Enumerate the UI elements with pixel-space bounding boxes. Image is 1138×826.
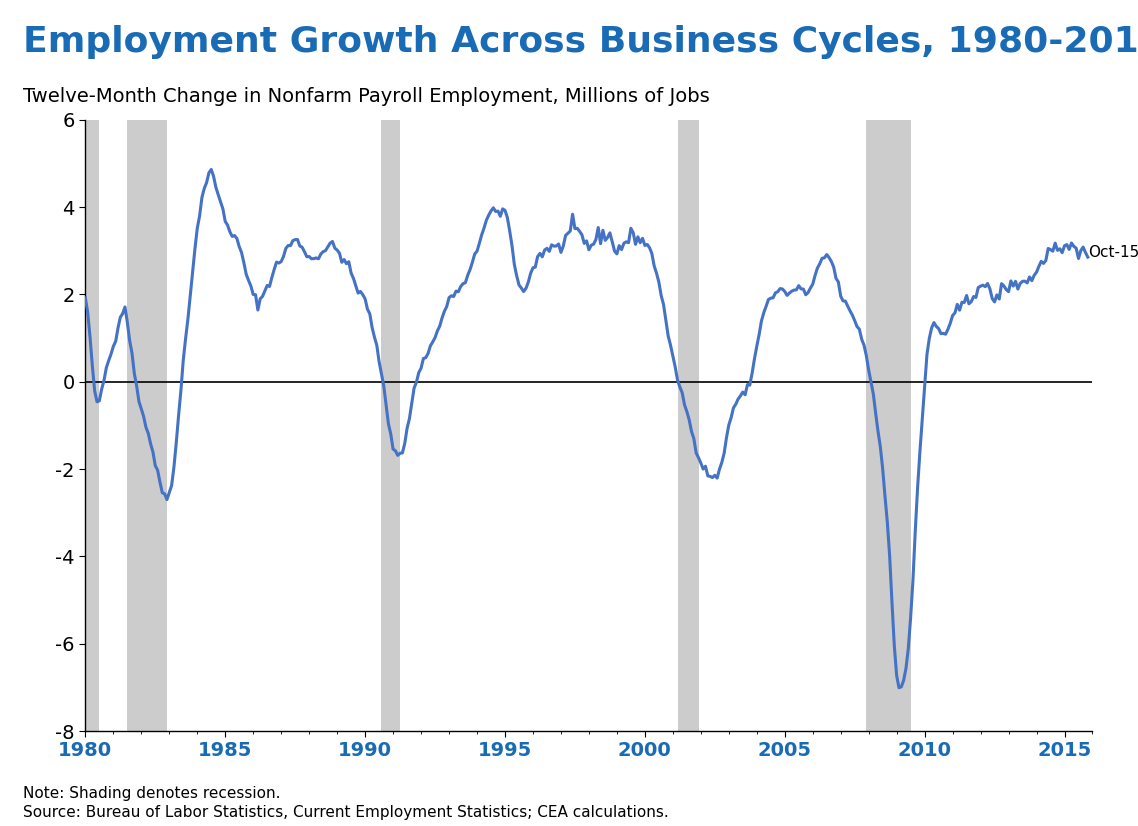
Bar: [866, 120, 910, 731]
Bar: [127, 120, 167, 731]
Text: Twelve-Month Change in Nonfarm Payroll Employment, Millions of Jobs: Twelve-Month Change in Nonfarm Payroll E…: [23, 87, 709, 106]
Bar: [677, 120, 699, 731]
Text: Source: Bureau of Labor Statistics, Current Employment Statistics; CEA calculati: Source: Bureau of Labor Statistics, Curr…: [23, 805, 668, 820]
Bar: [85, 120, 99, 731]
Text: Employment Growth Across Business Cycles, 1980-2015: Employment Growth Across Business Cycles…: [23, 25, 1138, 59]
Text: Oct-15: Oct-15: [1088, 245, 1138, 260]
Text: Note: Shading denotes recession.: Note: Shading denotes recession.: [23, 786, 280, 801]
Bar: [381, 120, 401, 731]
